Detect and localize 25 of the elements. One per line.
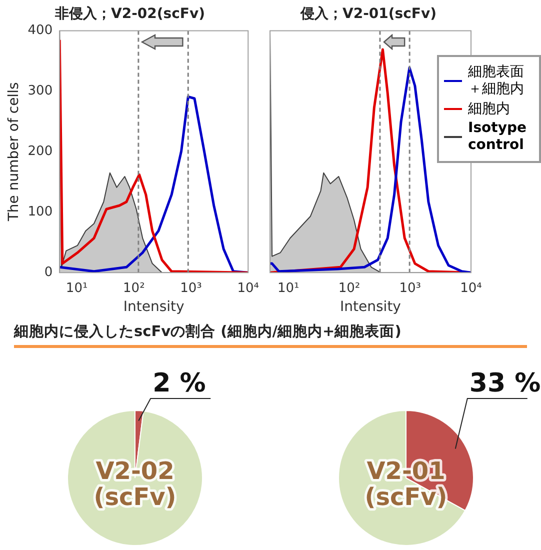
x-axis-title: Intensity	[340, 299, 401, 316]
legend-label: Isotype control	[468, 120, 528, 154]
chart-title: 非侵入；V2-02(scFv)	[54, 6, 205, 22]
x-tick-label: 10¹	[66, 280, 88, 296]
text: V2-02 (scFv)	[94, 457, 176, 512]
x-tick-label: 10²	[123, 280, 145, 296]
x-tick-label: 10⁴	[237, 280, 260, 296]
x-axis-title: Intensity	[123, 299, 184, 316]
x-tick-label: 10³	[399, 280, 421, 296]
x-tick-label: 10⁴	[460, 280, 482, 296]
legend-label: 細胞表面＋細胞内	[468, 64, 525, 98]
data-label: 2 %	[152, 368, 206, 398]
x-tick-label: 10³	[180, 280, 202, 296]
y-tick-label: 300	[28, 84, 53, 99]
y-axis-title: The number of cells	[6, 82, 22, 222]
x-tick-label: 10²	[338, 280, 360, 296]
y-tick-label: 100	[28, 204, 53, 220]
y-tick-label: 200	[28, 144, 53, 160]
text: 細胞内に侵入したscFvの割合 (細胞内/細胞内+細胞表面)	[14, 322, 527, 348]
legend-label: 細胞内	[468, 100, 511, 118]
y-tick-label: 0	[44, 264, 53, 280]
data-label: 33 %	[469, 368, 541, 398]
y-tick-label: 400	[28, 23, 53, 38]
chart-title: 侵入；V2-01(scFv)	[300, 6, 436, 22]
x-tick-label: 10¹	[277, 280, 300, 296]
